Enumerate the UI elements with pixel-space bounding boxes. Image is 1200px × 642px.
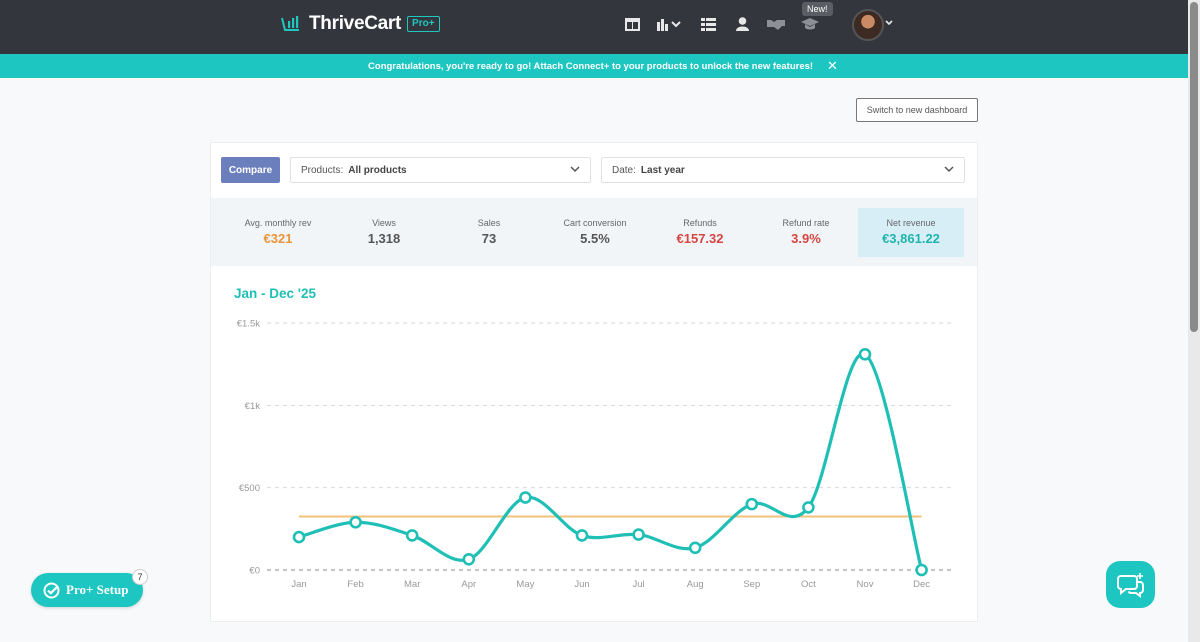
dashboard-card: Compare Products: All products Date: Las… [210,142,978,622]
data-point [349,515,362,529]
x-tick-label: Jan [291,579,306,590]
x-tick-label: Jul [633,579,645,590]
data-point [802,501,815,514]
table-icon[interactable] [699,15,717,33]
compare-button[interactable]: Compare [221,157,280,183]
scrollbar[interactable] [1188,0,1200,642]
switch-dashboard-button[interactable]: Switch to new dashboard [856,98,978,122]
brand[interactable]: ThriveCart Pro+ [281,13,440,35]
stat-label: Net revenue [886,218,936,228]
brand-name: ThriveCart [309,13,402,34]
date-label: Date: [612,164,636,176]
stat-value: 1,318 [367,231,401,246]
x-tick-label: Feb [347,579,363,590]
new-badge: New! [802,2,833,16]
revenue-line-chart: €0 €500 €1k €1.5k Jan Feb Mar Apr May Jun Jul Aug Se… [237,319,951,590]
stat-value: 5.5% [580,231,610,246]
stat-value: 73 [481,231,497,246]
stat-net-revenue[interactable]: Net revenue €3,861.22 [858,208,964,257]
x-tick-label: May [516,579,534,590]
stat-label: Refunds [683,218,717,228]
data-point [292,530,306,544]
stat-refunds: Refunds €157.32 [647,208,753,257]
pro-setup-label: Pro+ Setup [66,582,129,597]
date-value: Last year [640,164,685,176]
pro-setup-count-badge: 7 [132,569,148,585]
stat-avg-monthly-rev: Avg. monthly rev €321 [225,208,331,257]
data-point [405,529,419,542]
y-tick-label: €1.5k [237,319,260,330]
close-icon[interactable]: ✕ [827,58,838,73]
y-tick-label: €500 [239,483,260,494]
chart-title: Jan - Dec '25 [234,286,317,301]
avatar[interactable] [852,9,884,41]
user-icon[interactable] [733,15,751,33]
nav-icons [623,14,835,34]
bar-chart-icon[interactable] [657,15,683,33]
brand-pro-badge: Pro+ [407,16,440,32]
y-tick-label: €1k [245,401,261,412]
stat-label: Sales [477,218,501,228]
stat-views: Views 1,318 [331,208,437,257]
handshake-icon[interactable] [767,15,785,33]
scrollbar-thumb[interactable] [1190,2,1198,332]
check-circle-icon [43,582,60,598]
x-tick-label: Jun [574,579,589,590]
data-point [462,552,476,566]
banner-text: Congratulations, you're ready to go! Att… [368,60,814,72]
stat-value: €321 [263,231,293,246]
x-tick-label: Nov [857,579,874,590]
stat-label: Avg. monthly rev [244,218,312,228]
dashboard-icon[interactable] [623,15,641,33]
series-line [298,352,924,571]
x-tick-label: Mar [404,579,420,590]
stats-bar: Avg. monthly rev €321 Views 1,318 Sales … [211,198,977,266]
pro-setup-button[interactable]: Pro+ Setup [31,573,143,607]
chat-button[interactable] [1106,561,1155,608]
notification-banner: Congratulations, you're ready to go! Att… [0,54,1188,78]
stat-value: 3.9% [791,231,821,246]
data-point [915,563,928,577]
chevron-down-icon [944,166,954,173]
data-point [519,491,532,504]
stat-value: €3,861.22 [882,231,940,246]
date-select[interactable]: Date: Last year [601,157,965,183]
x-tick-label: Dec [913,579,930,590]
stat-label: Cart conversion [563,218,627,228]
data-point [632,528,645,541]
stat-cart-conversion: Cart conversion 5.5% [542,208,648,257]
data-point [688,541,702,555]
data-point [858,347,872,361]
chat-icon [1116,572,1144,598]
x-tick-label: Apr [461,579,476,590]
x-tick-label: Sep [743,579,760,590]
chevron-down-icon [570,166,580,173]
graduation-cap-icon[interactable] [801,15,819,33]
stat-refund-rate: Refund rate 3.9% [753,208,859,257]
products-value: All products [348,164,407,176]
x-tick-label: Oct [801,579,816,590]
y-tick-label: €0 [249,566,260,577]
stat-value: €157.32 [676,231,724,246]
chevron-down-icon[interactable] [885,20,893,26]
products-select[interactable]: Products: All products [290,157,591,183]
stat-label: Refund rate [782,218,830,228]
cart-logo-icon [281,16,299,31]
stat-label: Views [372,218,396,228]
products-label: Products: [301,164,344,176]
data-point [575,529,589,542]
data-point [745,497,759,511]
stat-sales: Sales 73 [436,208,542,257]
top-nav: ThriveCart Pro+ New! [0,0,1188,54]
x-tick-label: Aug [687,579,704,590]
